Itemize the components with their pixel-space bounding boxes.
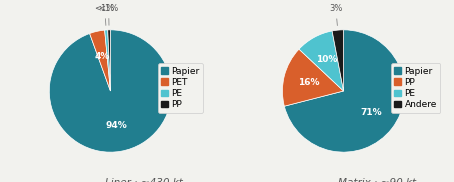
Wedge shape — [299, 31, 344, 91]
Wedge shape — [282, 49, 344, 106]
Text: <1%: <1% — [94, 4, 115, 25]
Wedge shape — [332, 30, 344, 91]
Wedge shape — [49, 30, 172, 152]
Wedge shape — [284, 30, 405, 152]
Text: 16%: 16% — [298, 78, 320, 87]
Text: 71%: 71% — [361, 108, 382, 117]
Text: Liner : ~430 kt: Liner : ~430 kt — [105, 178, 183, 182]
Wedge shape — [89, 30, 110, 91]
Text: 3%: 3% — [329, 4, 342, 25]
Text: <1%: <1% — [99, 4, 119, 25]
Legend: Papier, PP, PE, Andere: Papier, PP, PE, Andere — [391, 63, 440, 113]
Wedge shape — [105, 30, 110, 91]
Text: 94%: 94% — [106, 121, 128, 130]
Wedge shape — [108, 30, 110, 91]
Text: 4%: 4% — [95, 52, 110, 61]
Legend: Papier, PET, PE, PP: Papier, PET, PE, PP — [158, 63, 203, 113]
Text: Matrix : ~90 kt: Matrix : ~90 kt — [338, 178, 416, 182]
Text: 10%: 10% — [316, 56, 337, 64]
